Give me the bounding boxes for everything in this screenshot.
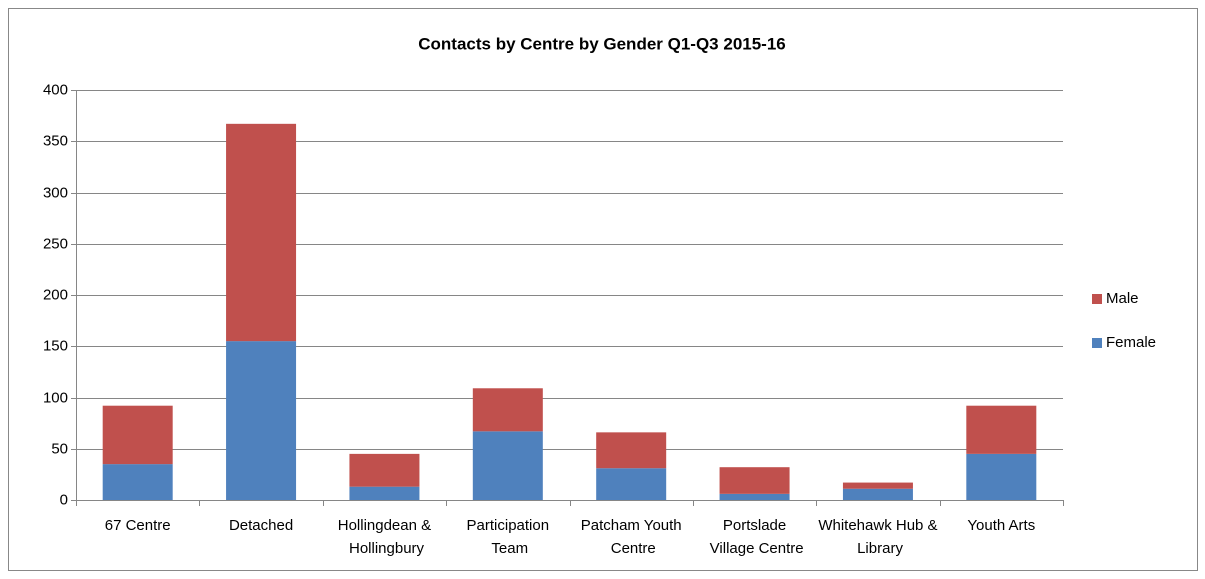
bar-segment [719,493,790,500]
bar-segment [226,341,297,500]
x-tick-label: 67 Centre [105,517,171,534]
x-tick-label: Patcham Youth Centre [581,517,682,557]
y-tick-label: 0 [60,491,68,508]
bar-segment [596,468,667,500]
bar-segment [842,488,913,500]
bar-segment [719,467,790,494]
y-tick-label: 150 [43,337,68,354]
legend-label: Male [1106,290,1139,307]
bar-segment [842,482,913,489]
legend-swatch [1092,338,1102,348]
bar-segment [102,405,173,465]
y-tick-label: 400 [43,81,68,98]
x-tick-label: Youth Arts [967,517,1035,534]
bar-segment [966,453,1037,500]
y-tick-label: 250 [43,235,68,252]
x-tick-label: Participation Team [467,517,550,557]
bar-segment [102,464,173,500]
legend-swatch [1092,294,1102,304]
x-tick-label: Detached [229,517,293,534]
bar-segment [349,486,420,500]
x-tick-label: Whitehawk Hub & Library [818,517,937,557]
bar-segment [596,432,667,469]
bar-segment [966,405,1037,454]
bar-segment [472,431,543,500]
y-tick-label: 200 [43,286,68,303]
legend-label: Female [1106,334,1156,351]
y-tick-label: 300 [43,184,68,201]
y-tick-label: 350 [43,132,68,149]
y-tick-label: 50 [51,440,68,457]
y-tick-label: 100 [43,389,68,406]
x-tick-label: Hollingdean & Hollingbury [338,517,431,557]
bar-segment [472,388,543,432]
bar-segment [226,123,297,342]
bar-segment [349,453,420,487]
x-tick-label: Portslade Village Centre [706,517,804,557]
chart-title: Contacts by Centre by Gender Q1-Q3 2015-… [418,34,786,53]
